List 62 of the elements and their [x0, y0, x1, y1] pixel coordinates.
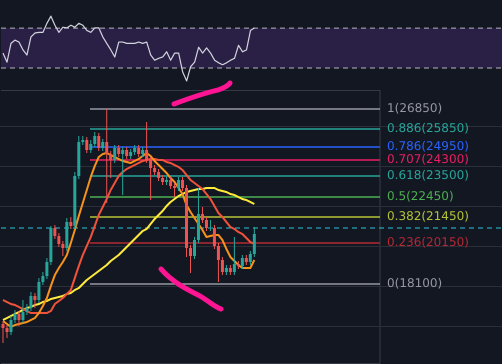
candlestick	[97, 132, 100, 152]
ref-line-label: 0.618(23500)	[387, 168, 469, 182]
candlestick	[109, 150, 112, 178]
candlestick	[21, 300, 24, 324]
candlestick	[101, 138, 104, 152]
ref-line-label: 0.5(22450)	[387, 189, 454, 204]
candlestick	[25, 304, 28, 316]
ref-line-label: 0(18100)	[387, 276, 442, 290]
candlestick	[133, 144, 136, 156]
candlestick	[204, 216, 208, 232]
candlestick	[228, 264, 232, 276]
candlestick	[117, 144, 120, 158]
candlestick	[208, 220, 212, 232]
candlestick	[17, 310, 20, 326]
candlestick	[189, 244, 192, 274]
candlestick	[192, 236, 196, 260]
candlestick	[89, 140, 92, 154]
candlestick	[29, 292, 32, 312]
candlestick	[232, 236, 236, 276]
candlestick	[200, 206, 204, 224]
candlestick	[69, 216, 72, 230]
candlestick	[57, 232, 60, 248]
candlestick	[125, 146, 128, 160]
candlestick	[5, 324, 8, 338]
candlestick	[161, 174, 164, 186]
candlestick	[216, 242, 220, 282]
candlestick	[85, 136, 88, 154]
candlestick	[141, 146, 144, 158]
candlestick	[137, 144, 140, 158]
candlestick	[181, 176, 184, 192]
ref-line-label: 0.886(25850)	[387, 121, 469, 136]
candlestick	[37, 278, 40, 304]
ref-line-label: 0.236(20150)	[387, 235, 469, 250]
candlestick	[105, 108, 108, 204]
candlestick	[220, 256, 224, 276]
candlestick	[224, 264, 228, 276]
candlestick	[169, 176, 172, 190]
candlestick	[45, 258, 48, 280]
candlestick	[173, 182, 176, 198]
candlestick	[129, 148, 132, 160]
candlestick	[41, 272, 44, 286]
candlestick	[9, 316, 12, 336]
ref-line-label: 0.786(24950)	[387, 139, 469, 154]
candlestick	[13, 310, 16, 324]
candlestick	[153, 164, 156, 176]
candlestick	[61, 240, 64, 256]
ref-line-label: 1(26850)	[387, 101, 442, 116]
candlestick	[93, 132, 96, 148]
ref-line-label: 0.382(21450)	[387, 209, 469, 224]
candlestick	[252, 226, 256, 258]
candlestick	[212, 224, 216, 250]
candlestick	[149, 156, 152, 200]
candlestick	[244, 254, 248, 266]
ref-line-label: 0.707(24300)	[387, 152, 469, 166]
candlestick	[157, 168, 160, 182]
candlestick	[145, 122, 148, 164]
candlestick	[248, 250, 252, 266]
candlestick	[33, 292, 36, 308]
candlestick	[113, 144, 116, 164]
candlestick	[53, 224, 56, 240]
candlestick	[240, 254, 244, 270]
candlestick	[2, 320, 4, 344]
